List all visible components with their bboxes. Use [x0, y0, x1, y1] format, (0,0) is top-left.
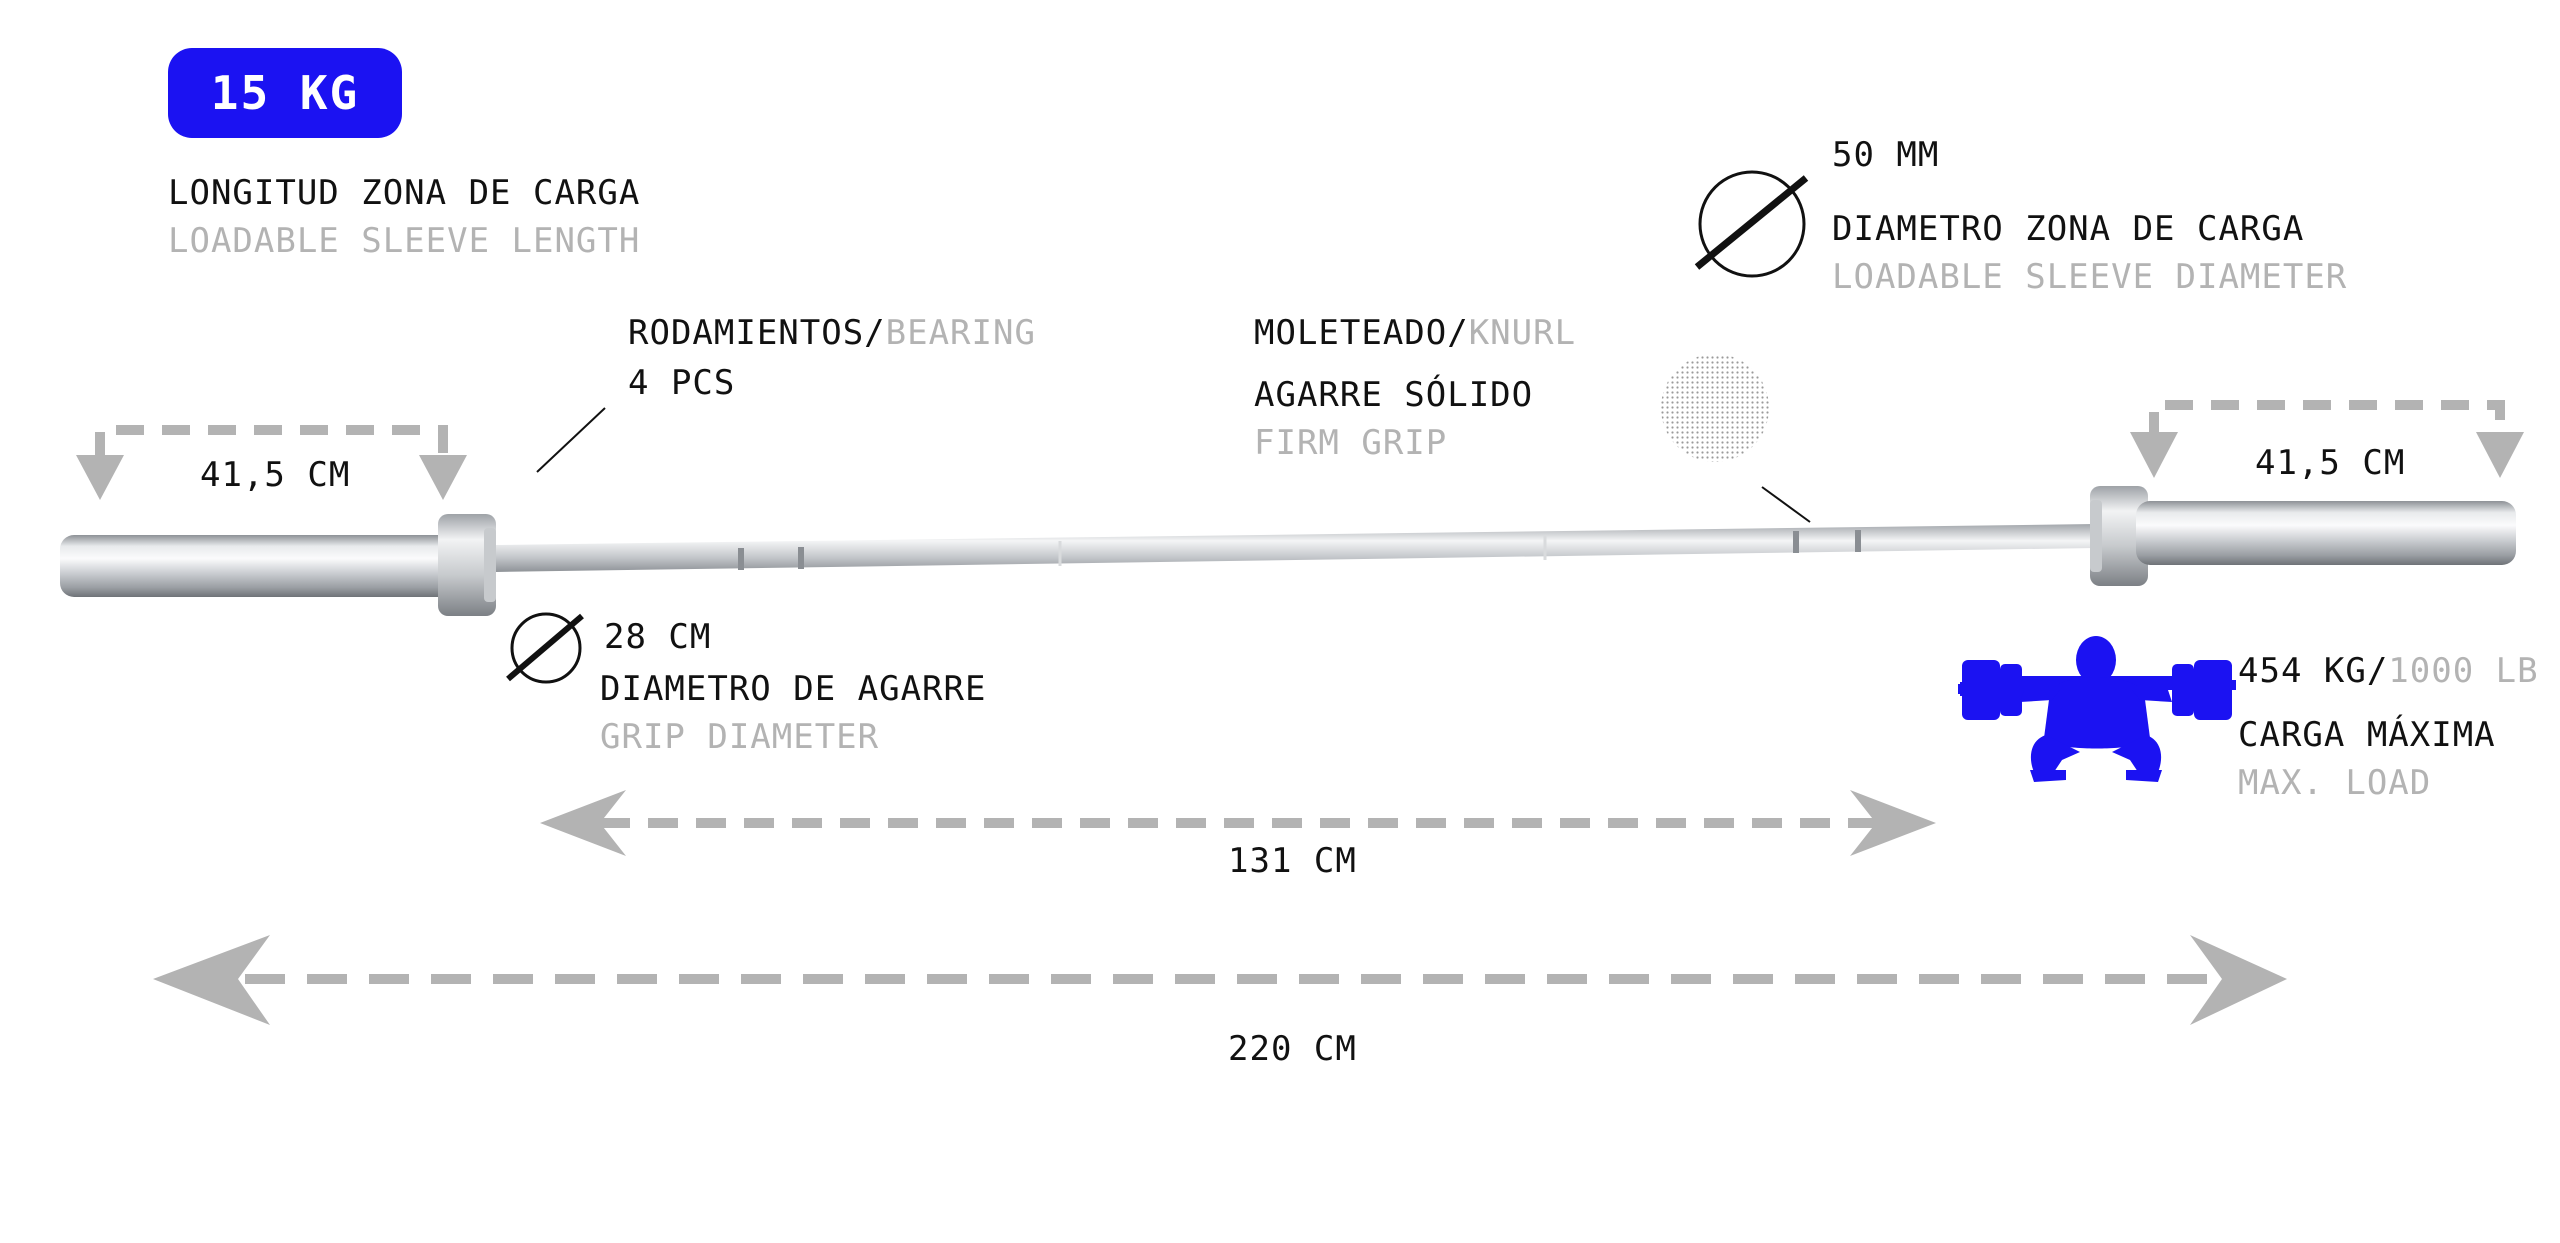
squat-lifter-icon [1958, 636, 2236, 782]
left-collar [438, 514, 496, 616]
sleeve-diameter-icon [1694, 170, 1809, 278]
sleeve-diameter-value: 50 MM [1832, 135, 1940, 175]
knurl-marks [738, 530, 1861, 570]
inner-length-dimension-arrow [540, 790, 1936, 856]
sleeve-length-label-es: LONGITUD ZONA DE CARGA [168, 173, 641, 213]
knurl-desc-es: AGARRE SÓLIDO [1254, 375, 1534, 415]
bearing-label-es: RODAMIENTOS/ [628, 313, 886, 353]
total-length-value: 220 CM [1228, 1029, 1357, 1069]
bearing-leader-line [536, 407, 606, 473]
sleeve-length-label-en: LOADABLE SLEEVE LENGTH [168, 221, 641, 261]
right-sleeve-length-value: 41,5 CM [2255, 443, 2406, 483]
weight-badge-label: 15 KG [210, 66, 360, 120]
total-length-dimension-arrow [153, 935, 2287, 1025]
grip-diameter-icon [506, 612, 584, 684]
max-load-value: 454 KG/1000 LB [2238, 654, 2539, 688]
sleeve-diameter-label-es: DIAMETRO ZONA DE CARGA [1832, 209, 2305, 249]
grip-diameter-label-en: GRIP DIAMETER [600, 717, 880, 757]
knurl-label-en: KNURL [1468, 313, 1577, 353]
right-sleeve-length-bracket [2149, 400, 2505, 440]
sleeve-diameter-label-en: LOADABLE SLEEVE DIAMETER [1832, 257, 2348, 297]
knurl-label-es: MOLETEADO/ [1254, 313, 1469, 353]
barbell-shaft [495, 524, 2095, 572]
knurl-texture-swatch [1661, 354, 1769, 462]
right-sleeve [2136, 501, 2516, 565]
barbell [60, 486, 2516, 616]
inner-length-value: 131 CM [1228, 841, 1357, 881]
knurl-leader-line [1761, 486, 1811, 523]
knurl-label: MOLETEADO/KNURL [1254, 316, 1576, 350]
knurl-desc-en: FIRM GRIP [1254, 423, 1448, 463]
bearing-value: 4 PCS [628, 363, 736, 403]
right-collar [2090, 486, 2148, 586]
max-load-label-en: MAX. LOAD [2238, 763, 2432, 803]
max-load-value-lb: 1000 LB [2388, 651, 2539, 691]
left-sleeve-length-value: 41,5 CM [200, 455, 351, 495]
bearing-label-en: BEARING [885, 313, 1036, 353]
max-load-value-kg: 454 KG/ [2238, 651, 2389, 691]
weight-badge: 15 KG [168, 48, 402, 138]
left-sleeve [60, 535, 452, 597]
left-sleeve-length-bracket [95, 425, 448, 460]
grip-diameter-value: 28 CM [604, 617, 712, 657]
grip-diameter-label-es: DIAMETRO DE AGARRE [600, 669, 987, 709]
bearing-label: RODAMIENTOS/BEARING [628, 316, 1036, 350]
max-load-label-es: CARGA MÁXIMA [2238, 715, 2496, 755]
